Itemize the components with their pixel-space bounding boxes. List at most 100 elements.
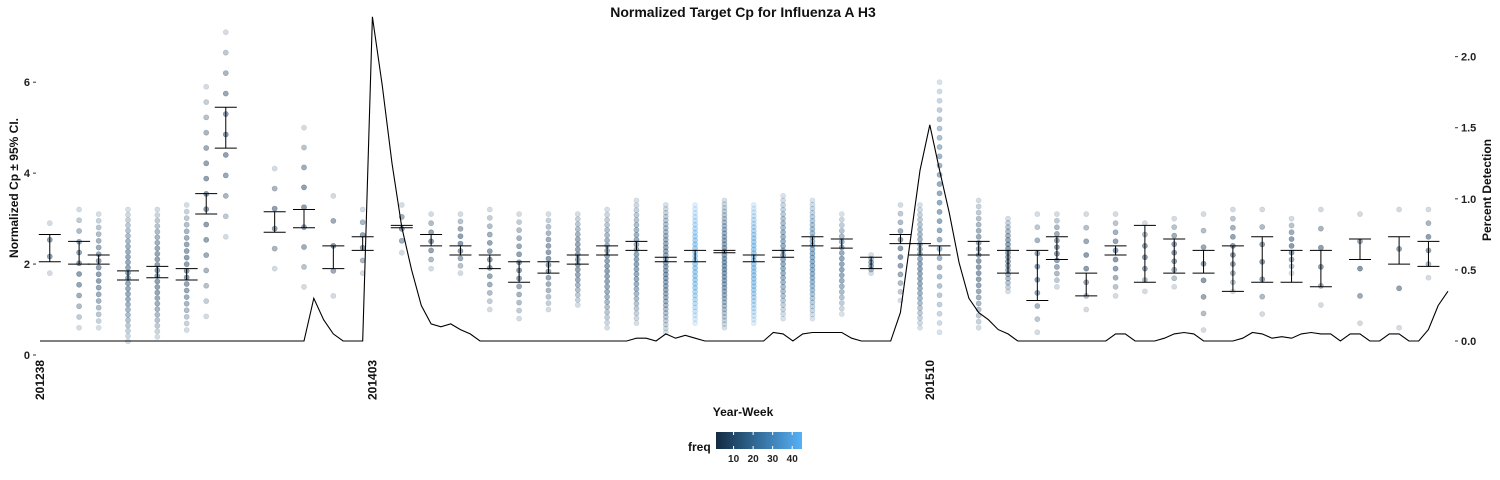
cp-point (750, 246, 757, 253)
cp-point (897, 288, 904, 295)
cp-point (780, 242, 787, 249)
cp-point (604, 304, 611, 311)
cp-point (1259, 311, 1266, 317)
cp-point (1288, 229, 1295, 236)
cp-point (183, 327, 190, 333)
cp-point (1200, 327, 1207, 333)
cp-point (936, 301, 943, 308)
cp-point (203, 145, 210, 151)
cp-point (604, 232, 611, 239)
x-tick-label: 201403 (365, 360, 379, 400)
cp-point (750, 235, 757, 242)
cp-point (271, 165, 278, 172)
cp-point (936, 255, 943, 262)
cp-point (95, 237, 102, 244)
cp-point (1171, 283, 1178, 290)
cp-point (662, 244, 669, 251)
cp-point (301, 164, 307, 171)
cp-point (936, 283, 943, 289)
cp-point (1112, 265, 1119, 272)
cp-point (780, 197, 787, 204)
cp-point (721, 237, 728, 244)
cp-point (574, 216, 581, 223)
cp-point (1053, 224, 1060, 231)
cp-point (975, 288, 982, 295)
cp-point (95, 264, 102, 271)
cp-point (662, 217, 669, 224)
cp-point (125, 222, 131, 229)
cp-point (428, 265, 435, 272)
cp-point (1053, 230, 1060, 237)
cp-point (809, 315, 816, 322)
cp-point (780, 279, 787, 286)
cp-point (809, 307, 816, 314)
cp-point (95, 291, 102, 298)
cp-point (222, 152, 229, 158)
cp-point (917, 285, 923, 292)
cp-point (917, 231, 923, 238)
cp-point (398, 202, 405, 208)
cp-point (545, 281, 552, 287)
cp-point (809, 283, 816, 289)
cp-point (750, 279, 757, 286)
cp-point (809, 197, 816, 204)
cp-point (203, 129, 210, 136)
cp-point (750, 231, 757, 238)
cp-point (975, 324, 982, 331)
cp-point (750, 287, 757, 293)
cp-point (330, 217, 337, 224)
cp-point (574, 266, 581, 273)
cp-point (750, 290, 757, 297)
cp-point (301, 144, 307, 151)
right-y-axis-title: Percent Detection (1480, 139, 1494, 241)
percent-detection-line (40, 16, 1449, 342)
cp-point (604, 237, 611, 244)
cp-point (721, 241, 728, 247)
cp-point (1083, 265, 1090, 272)
left-y-tick-label: 0 (24, 350, 30, 362)
cp-point (516, 315, 523, 322)
cp-point (486, 273, 493, 280)
cp-point (486, 239, 493, 246)
cp-point (1317, 206, 1324, 213)
cp-point (633, 266, 640, 273)
cp-point (125, 264, 131, 271)
cp-point (780, 302, 787, 308)
cp-point (721, 299, 728, 306)
cp-point (838, 227, 845, 234)
cp-point (545, 211, 552, 217)
cp-point (838, 255, 845, 262)
cp-point (76, 303, 83, 310)
cp-point (780, 306, 787, 313)
cp-point (203, 282, 210, 289)
cp-point (917, 314, 923, 321)
cp-point (662, 221, 669, 228)
cp-point (1357, 320, 1363, 327)
cp-point (662, 313, 669, 320)
cp-point (125, 317, 131, 324)
x-tick-label: 201238 (33, 360, 47, 400)
cp-point (203, 99, 210, 105)
cp-point (125, 285, 131, 292)
cp-point (359, 257, 366, 264)
cp-point (125, 290, 131, 297)
cp-point (750, 213, 757, 219)
cp-point (1112, 211, 1119, 217)
cp-point (721, 204, 728, 211)
cp-point (125, 296, 131, 303)
cp-point (1005, 288, 1011, 295)
cp-point (692, 237, 699, 244)
cp-point (936, 107, 943, 113)
cp-point (486, 231, 493, 238)
cp-point (1034, 329, 1041, 336)
cp-point (125, 248, 131, 255)
cp-point (76, 206, 83, 213)
cp-point (125, 206, 131, 213)
cp-point (486, 214, 493, 221)
cp-point (1005, 219, 1011, 226)
cp-point (809, 291, 816, 298)
cp-point (936, 310, 943, 317)
cp-point (780, 220, 787, 227)
cp-point (1034, 211, 1041, 217)
cp-point (936, 144, 943, 150)
